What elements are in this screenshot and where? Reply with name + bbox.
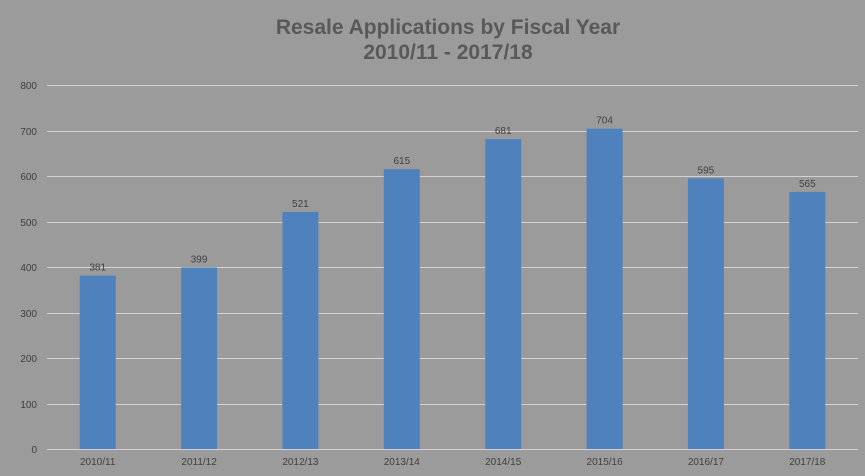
x-tick-label-2011/12: 2011/12	[181, 457, 217, 468]
x-axis-tick-labels: 2010/11 2011/12 2012/13 2013/14 2014/15 2015/…	[80, 457, 826, 468]
y-tick-label-500: 500	[20, 218, 37, 229]
bar-2011/12	[181, 267, 218, 449]
y-tick-label-200: 200	[20, 354, 37, 365]
y-axis-tick-labels: 0 100 200 300 400 500 600 700 800	[20, 81, 37, 456]
x-tick-label-2015/16: 2015/16	[587, 457, 624, 468]
chart-title-line-2: 2010/11 - 2017/18	[363, 41, 533, 64]
y-tick-label-800: 800	[20, 81, 37, 92]
data-label-2013/14: 615	[393, 156, 410, 167]
data-label-2014/15: 681	[495, 126, 512, 137]
y-tick-label-100: 100	[20, 400, 37, 411]
bar-data-labels: 381 399 521 615 681 704 595 565	[89, 116, 816, 274]
chart-title-line-1: Resale Applications by Fiscal Year	[276, 16, 620, 39]
x-tick-label-2012/13: 2012/13	[282, 457, 319, 468]
bar-2014/15	[485, 139, 522, 449]
bar-2012/13	[282, 211, 319, 449]
data-label-2016/17: 595	[698, 165, 715, 176]
bar-2016/17	[687, 178, 724, 450]
y-tick-label-400: 400	[20, 263, 37, 274]
y-tick-label-700: 700	[20, 127, 37, 138]
data-label-2017/18: 565	[799, 179, 816, 190]
x-tick-label-2016/17: 2016/17	[688, 457, 725, 468]
bar-2013/14	[383, 169, 420, 449]
data-label-2011/12: 399	[191, 255, 208, 266]
y-tick-label-0: 0	[31, 445, 37, 456]
x-tick-label-2014/15: 2014/15	[485, 457, 522, 468]
data-label-2010/11: 381	[89, 263, 106, 274]
y-tick-label-600: 600	[20, 172, 37, 183]
bar-2015/16	[586, 128, 623, 449]
x-tick-label-2013/14: 2013/14	[384, 457, 421, 468]
data-label-2015/16: 704	[596, 116, 613, 127]
bar-2017/18	[789, 191, 826, 449]
bars	[79, 128, 826, 450]
data-label-2012/13: 521	[292, 199, 309, 210]
x-tick-label-2017/18: 2017/18	[789, 457, 826, 468]
gridlines	[47, 85, 858, 450]
bar-2010/11	[79, 275, 116, 449]
y-tick-label-300: 300	[20, 309, 37, 320]
x-tick-label-2010/11: 2010/11	[80, 457, 116, 468]
